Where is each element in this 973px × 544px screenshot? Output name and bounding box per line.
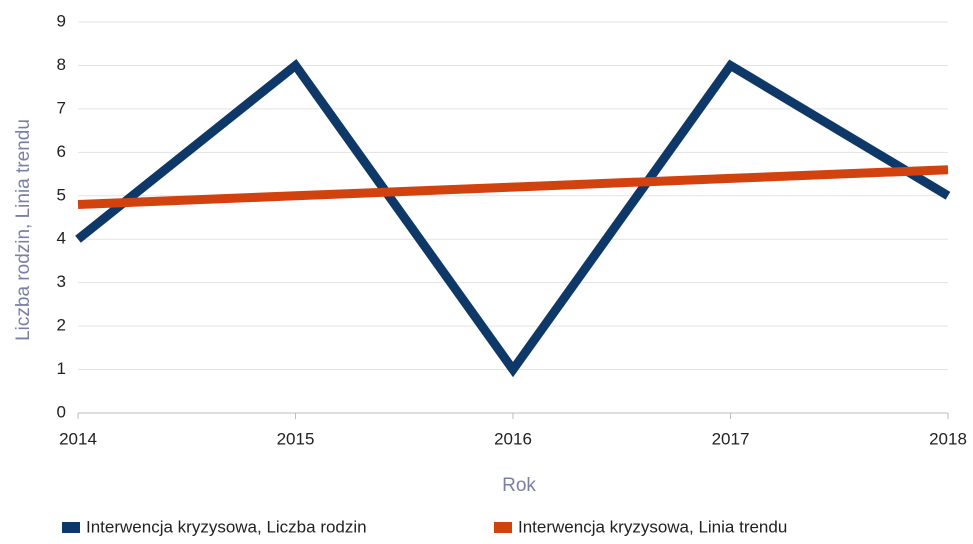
- y-tick-label: 5: [57, 185, 66, 204]
- legend-swatch: [494, 522, 512, 533]
- y-axis-title: Liczba rodzin, Linia trendu: [13, 119, 34, 341]
- x-tick-label: 2015: [277, 429, 315, 448]
- series-line: [75, 58, 951, 378]
- x-axis-title: Rok: [502, 475, 536, 496]
- x-tick-label: 2016: [494, 429, 532, 448]
- x-tick-label: 2018: [929, 429, 967, 448]
- y-tick-label: 1: [57, 359, 66, 378]
- x-tick-label: 2017: [712, 429, 750, 448]
- y-tick-label: 9: [57, 11, 66, 30]
- y-tick-label: 0: [57, 402, 66, 421]
- y-tick-label: 8: [57, 55, 66, 74]
- legend-label: Interwencja kryzysowa, Liczba rodzin: [86, 517, 367, 536]
- y-tick-label: 4: [57, 229, 66, 248]
- y-tick-label: 7: [57, 98, 66, 117]
- y-tick-label: 2: [57, 316, 66, 335]
- legend-label: Interwencja kryzysowa, Linia trendu: [518, 517, 787, 536]
- y-tick-label: 6: [57, 142, 66, 161]
- series-line: [77, 165, 949, 209]
- legend-swatch: [62, 522, 80, 533]
- x-tick-label: 2014: [59, 429, 97, 448]
- y-tick-label: 3: [57, 272, 66, 291]
